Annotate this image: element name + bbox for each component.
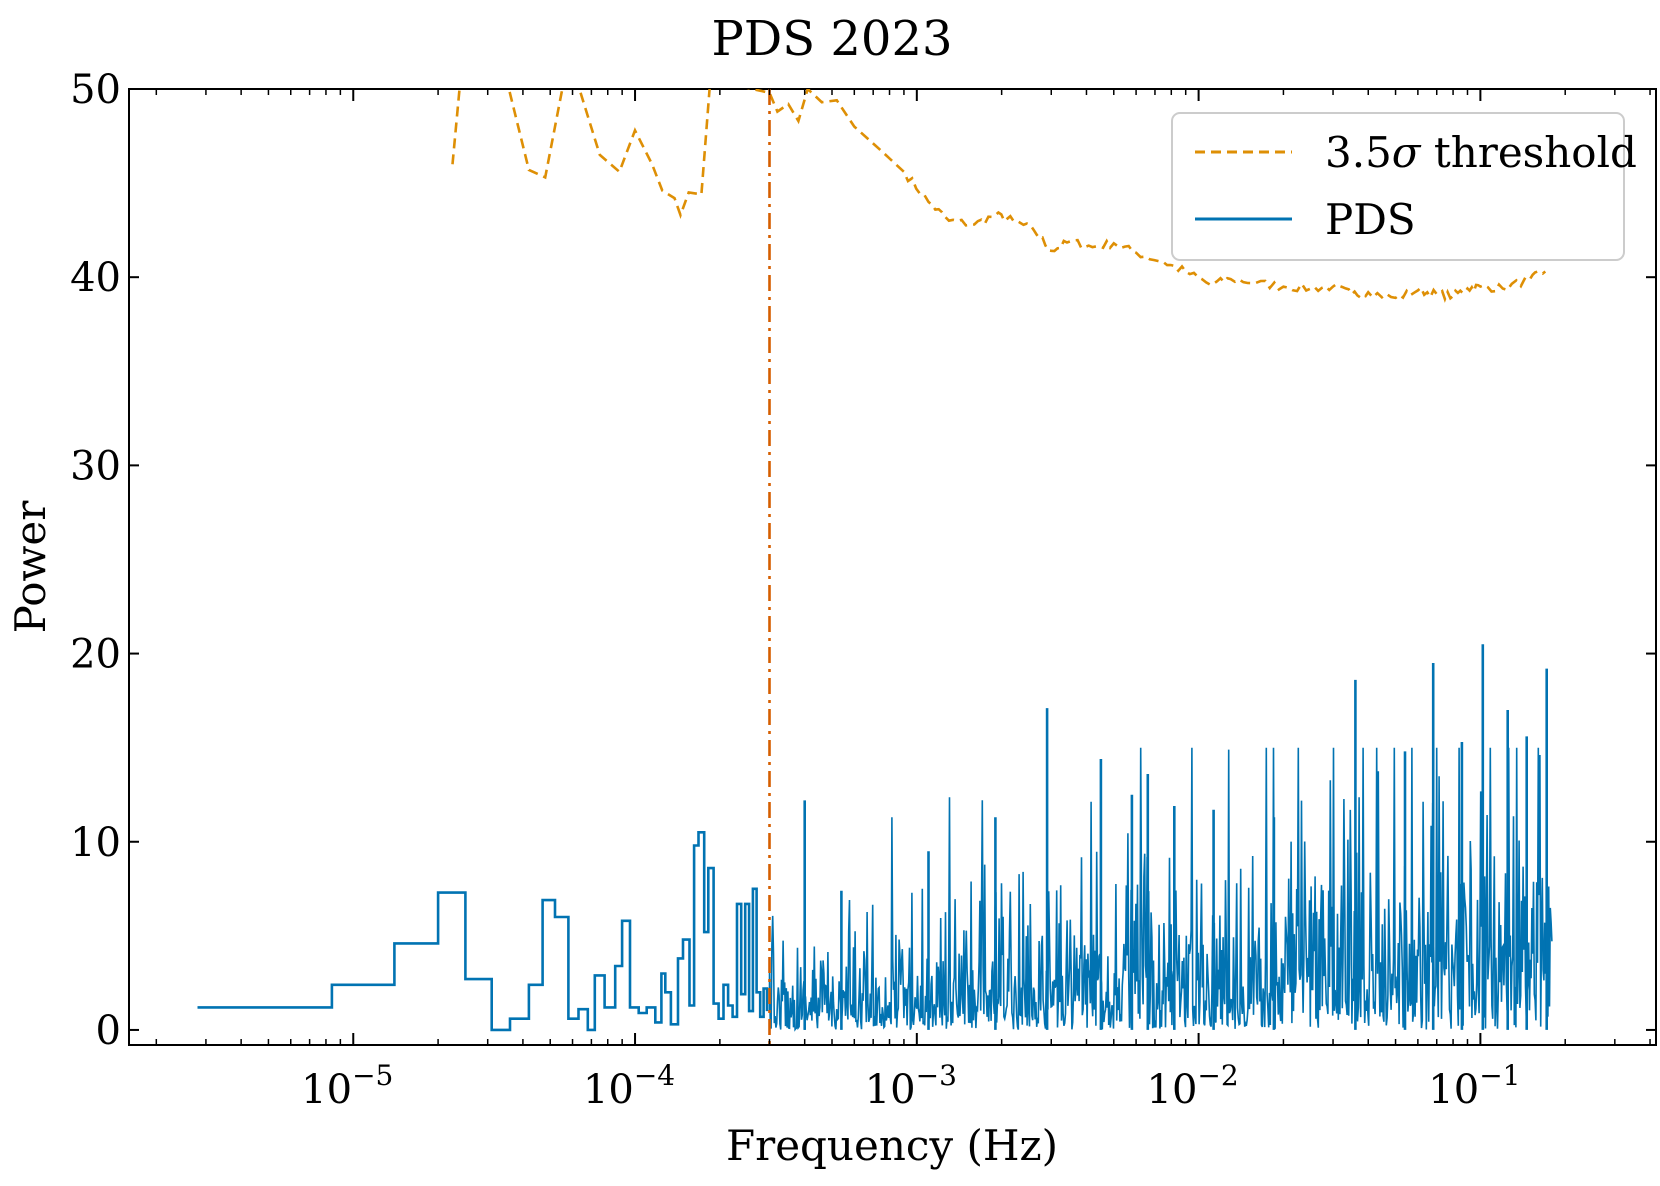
x-tick-label: 10−4 xyxy=(583,1059,675,1113)
x-tick-label: 10−5 xyxy=(301,1059,393,1113)
chart-title: PDS 2023 xyxy=(711,11,952,67)
legend-pds-label: PDS xyxy=(1325,195,1416,244)
ticks-layer: 0 10 20 30 40 50 10−5 10−4 10−3 10−2 10−1 xyxy=(70,67,1656,1113)
threshold-line xyxy=(451,89,1547,303)
legend-threshold-label: 3.5σ threshold xyxy=(1325,128,1637,177)
pds-peaks xyxy=(803,644,1548,1030)
pds-dense-line xyxy=(768,747,1553,1032)
legend-threshold-word: threshold xyxy=(1420,128,1636,177)
threshold-layer xyxy=(451,89,1547,303)
pds-step-line xyxy=(197,831,769,1032)
x-axis-label: Frequency (Hz) xyxy=(726,1121,1058,1170)
y-tick-label: 10 xyxy=(70,820,121,866)
y-tick-label: 30 xyxy=(70,443,121,489)
legend-threshold-sigma: σ xyxy=(1392,128,1422,177)
y-axis-label: Power xyxy=(6,500,55,634)
legend-box xyxy=(1171,112,1625,261)
y-tick-label: 20 xyxy=(70,632,121,678)
y-tick-label: 0 xyxy=(96,1008,121,1054)
pds-layer xyxy=(197,644,1553,1032)
plot-area xyxy=(128,88,1657,1046)
legend-threshold-number: 3.5 xyxy=(1325,128,1392,177)
x-tick-label: 10−3 xyxy=(865,1059,957,1113)
y-tick-label: 40 xyxy=(70,255,121,301)
plot-frame xyxy=(128,88,1657,1046)
legend: 3.5σ threshold PDS xyxy=(1171,112,1637,261)
x-tick-label: 10−1 xyxy=(1428,1059,1520,1113)
x-tick-label: 10−2 xyxy=(1147,1059,1239,1113)
y-tick-label: 50 xyxy=(70,67,121,113)
